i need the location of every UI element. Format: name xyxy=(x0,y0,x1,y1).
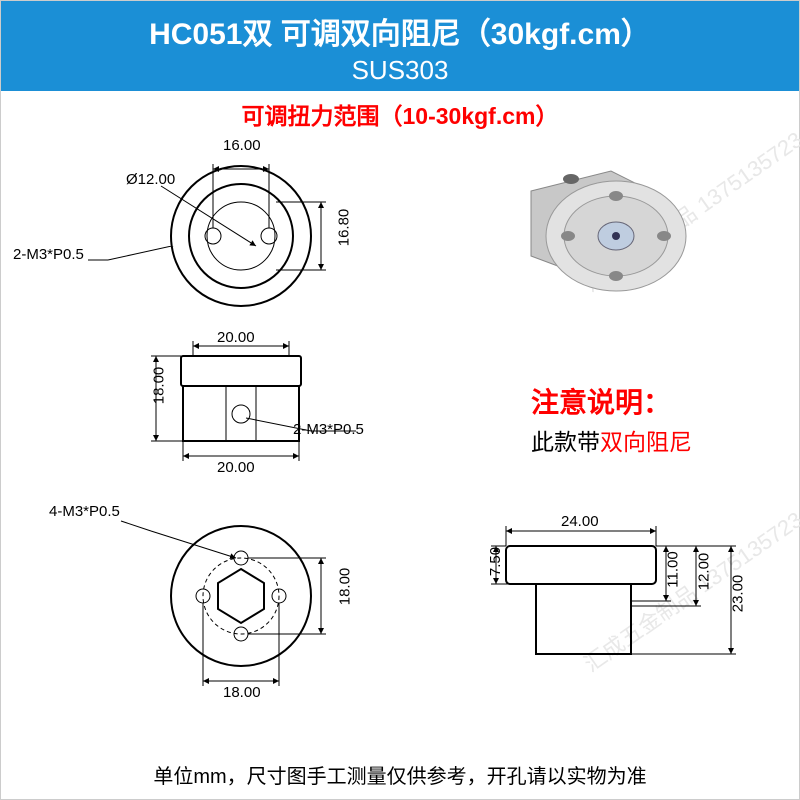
dim-flange-pcd: 18.00 xyxy=(336,568,353,606)
material-code: SUS303 xyxy=(1,55,799,86)
dim-profile-h1: 7.50 xyxy=(487,547,504,576)
leader-top-thread xyxy=(13,246,233,286)
dim-flange-thread: 4-M3*P0.5 xyxy=(49,503,120,520)
view-flange-circle xyxy=(91,501,361,701)
dim-flange-bot: 18.00 xyxy=(223,684,261,701)
dim-profile-h2: 11.00 xyxy=(665,551,682,587)
note-title: 注意说明： xyxy=(531,381,671,421)
view-side-profile xyxy=(451,501,771,701)
footer-note: 单位mm，尺寸图手工测量仅供参考，开孔请以实物为准 xyxy=(1,760,799,789)
dim-side-width-top: 20.00 xyxy=(217,329,255,346)
torque-range-label: 可调扭力范围（10-30kgf.cm） xyxy=(1,97,799,131)
view-top-circle xyxy=(101,136,361,326)
dim-profile-h4: 23.00 xyxy=(729,575,746,613)
dim-top-width: 16.00 xyxy=(223,137,261,154)
view-iso-render xyxy=(491,141,721,341)
dim-side-width-bot: 20.00 xyxy=(217,459,255,476)
dim-top-height: 16.80 xyxy=(335,209,352,247)
note-body: 此款带双向阻尼 xyxy=(531,423,692,457)
note-highlight: 双向阻尼 xyxy=(600,429,692,455)
product-title: HC051双 可调双向阻尼（30kgf.cm） xyxy=(1,9,799,53)
dim-side-height: 18.00 xyxy=(150,367,167,405)
dim-side-thread: 2-M3*P0.5 xyxy=(293,421,364,438)
dim-profile-h3: 12.00 xyxy=(695,553,712,591)
note-prefix: 此款带 xyxy=(531,429,600,455)
header-banner: HC051双 可调双向阻尼（30kgf.cm） SUS303 xyxy=(1,1,799,91)
dim-top-diameter: Ø12.00 xyxy=(126,171,175,188)
drawing-area: 汇成五金制品 13751357234 汇成五金制品 13751357234 16… xyxy=(1,131,799,771)
dim-profile-width: 24.00 xyxy=(561,513,599,530)
